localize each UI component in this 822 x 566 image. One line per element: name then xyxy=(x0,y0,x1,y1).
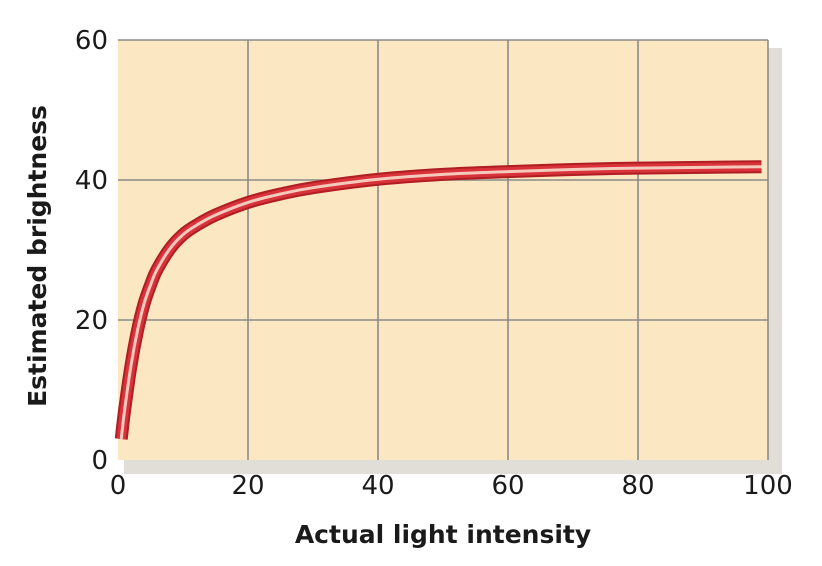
x-tick-label: 40 xyxy=(361,471,394,501)
y-tick-label: 0 xyxy=(91,446,108,476)
tick-labels: 0 20 40 60 80 100 0 20 40 60 xyxy=(75,26,793,501)
x-tick-label: 100 xyxy=(743,471,793,501)
plot-background xyxy=(118,40,768,460)
x-tick-label: 80 xyxy=(621,471,654,501)
x-tick-label: 20 xyxy=(231,471,264,501)
curve-highlight xyxy=(119,165,762,440)
y-tick-label: 60 xyxy=(75,26,108,56)
grid xyxy=(118,39,769,460)
y-axis-title: Estimated brightness xyxy=(23,105,52,407)
y-tick-label: 20 xyxy=(75,306,108,336)
plot-area xyxy=(118,40,768,460)
curve-series xyxy=(114,160,762,440)
x-axis-title: Actual light intensity xyxy=(295,520,591,549)
x-tick-label: 60 xyxy=(491,471,524,501)
y-tick-label: 40 xyxy=(75,166,108,196)
x-tick-label: 0 xyxy=(110,471,127,501)
